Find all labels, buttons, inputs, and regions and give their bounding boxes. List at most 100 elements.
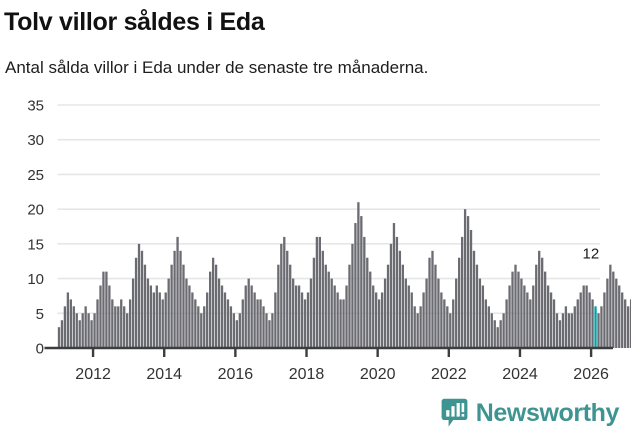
bar [197,306,200,348]
bar [309,278,313,348]
bar [407,285,410,348]
bar [128,299,132,348]
bar [600,306,603,348]
bar [529,299,532,348]
bar [585,285,588,348]
bar [102,271,105,348]
bar [564,306,568,348]
bar [265,313,268,348]
bar [357,202,360,348]
bar [339,299,342,348]
bar [618,285,621,348]
bar [475,264,479,348]
bar [582,285,585,348]
bar [493,320,496,348]
bar [532,285,535,348]
bar [449,313,452,348]
bar [549,292,553,348]
bar [541,257,544,348]
bar [143,264,147,348]
bar [220,285,224,348]
bar [555,313,559,348]
y-axis-tick-label: 30 [27,132,44,149]
bar [576,299,579,348]
bar [84,306,87,348]
page-subtitle: Antal sålda villor i Eda under de senast… [5,58,429,77]
bar [188,285,191,348]
bar [214,264,218,348]
bar [342,299,345,348]
bar [330,278,333,348]
bar [520,278,523,348]
bar [271,313,274,348]
bar [131,278,135,348]
bar [538,250,541,348]
bar [543,271,547,348]
bar [469,229,473,348]
bar [173,250,176,348]
bar [416,313,419,348]
bar [588,292,591,348]
bar [567,313,571,348]
x-axis-tick-label: 2018 [289,366,325,383]
bar [443,299,446,348]
bar [570,313,573,348]
bar [294,285,298,348]
bar-series [57,202,631,348]
bar [93,313,96,348]
bar [499,320,502,348]
bar [380,292,384,348]
bar [306,292,310,348]
bar [526,292,529,348]
bar [372,285,375,348]
bar [63,306,67,348]
bar [383,278,387,348]
bar [621,292,624,348]
x-axis-tick-label: 2014 [146,366,182,383]
bar [591,299,594,348]
bar [90,320,93,348]
bar-chart: 0 5 10 15 20 25 30 35 2012 2014 2016 2018 2020 2022 2… [0,88,631,388]
bar-value-label: 12 [583,246,600,263]
bar [262,306,265,348]
logo-wordmark: Newsworthy [475,398,620,427]
bar [105,271,108,348]
bar [419,306,422,348]
bar [72,306,75,348]
y-axis-tick-label: 0 [36,341,44,358]
newsworthy-logo[interactable]: Newsworthy [441,398,619,428]
bar [161,299,164,348]
bar [297,285,301,348]
bar [458,257,461,348]
bar [179,250,182,348]
bar [194,299,197,348]
bar [69,299,72,348]
bar [434,264,437,348]
bar [312,257,316,348]
bar [413,306,416,348]
bar [375,292,378,348]
bar [398,250,402,348]
bar [268,320,271,348]
bar [386,264,390,348]
bar [351,243,354,348]
bar [395,236,399,348]
bar [487,306,490,348]
bar [437,278,440,348]
bar [505,299,508,348]
bar [369,271,372,348]
bar [96,299,99,348]
bar [552,299,556,348]
bar [244,285,247,348]
bar [401,264,404,348]
bar [300,292,304,348]
footer: Newsworthy [0,396,631,439]
bar [324,264,327,348]
bar [327,271,330,348]
bar [431,250,434,348]
y-axis-tick-label: 15 [27,236,44,253]
x-axis-tick-label: 2022 [431,366,467,383]
bar [579,292,582,348]
bar [283,236,286,348]
bar [164,292,167,348]
